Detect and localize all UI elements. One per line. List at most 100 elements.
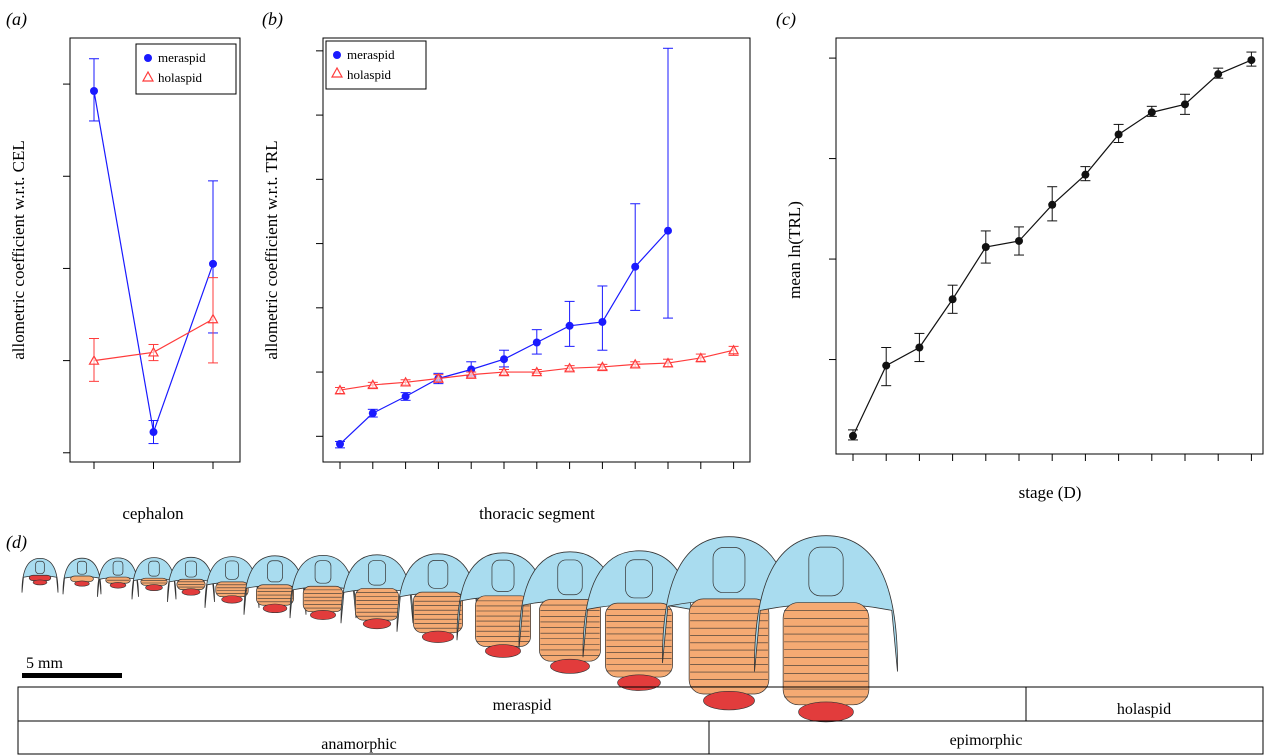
trilobite-pygidium: [421, 630, 455, 643]
panel-b-holaspid-point: [465, 368, 477, 379]
trilobite-pygidium: [221, 595, 243, 604]
trilobite-glabella: [148, 560, 160, 577]
panel-c-mean-point: [948, 295, 957, 304]
trilobite-glabella: [112, 560, 124, 576]
panel-a-holaspid-point: [207, 313, 219, 324]
panel-c-mean-point: [1114, 130, 1123, 139]
phase-row-1: [17, 686, 1264, 722]
trilobite-pygidium: [32, 579, 48, 586]
panel-c-ylabel: mean ln(TRL): [785, 201, 804, 299]
panel-c-mean-point: [1147, 108, 1156, 117]
panel-a-xlabel: cephalon: [122, 504, 184, 523]
phase-epimorphic: epimorphic: [950, 732, 1023, 749]
trilobite-stage-9: [396, 553, 480, 643]
trilobite-stage-8: [340, 554, 414, 630]
panel-c-mean-point: [1247, 56, 1256, 65]
panel-b-meraspid-point: [500, 355, 508, 364]
panel-b-legend-holaspid: holaspid: [347, 67, 392, 82]
panel-c-mean-point: [1214, 70, 1223, 79]
trilobite-stage-0: [21, 557, 59, 593]
panel-a-legend-box: [135, 43, 237, 95]
phase-holaspid: holaspid: [1117, 701, 1171, 718]
panel-a-plot-frame: [69, 37, 241, 463]
panel-b-holaspid-point: [596, 361, 608, 372]
trilobite-pygidium: [181, 588, 201, 596]
panel-b-series-meraspid-line: [339, 230, 669, 445]
panel-b-meraspid-point: [664, 226, 672, 235]
panel-b-holaspid-point: [432, 372, 444, 383]
trilobite-glabella: [267, 560, 283, 583]
panel-b-holaspid-point: [400, 376, 412, 387]
panel-b-meraspid-point: [401, 392, 410, 401]
panel-b-holaspid-point: [662, 357, 674, 368]
panel-a-label: (a): [6, 9, 27, 30]
trilobite-stage-13: [662, 536, 796, 711]
trilobite-pygidium: [703, 691, 755, 711]
panel-a-series-meraspid-line: [93, 90, 214, 435]
trilobite-stage-14: [754, 535, 898, 723]
panel-a-legend: meraspid holaspid: [135, 43, 237, 95]
trilobite-stage-10: [456, 552, 550, 658]
panel-b-series-meraspid-errorbar: [663, 47, 673, 319]
panel-b-legend: meraspid holaspid: [325, 40, 427, 90]
panel-d-illustration: (d) 5 mm: [6, 532, 898, 723]
panel-b-legend-meraspid-marker: [333, 51, 341, 59]
phase-table: meraspid holaspid anamorphic epimorphic: [17, 686, 1264, 755]
trilobite-glabella: [491, 559, 515, 592]
panel-b-label: (b): [262, 9, 283, 30]
panel-b-legend-meraspid: meraspid: [347, 47, 395, 62]
trilobite-thorax: [413, 591, 463, 634]
panel-b-meraspid-point: [631, 262, 640, 271]
panel-b-holaspid-point: [498, 366, 510, 377]
phase-row-2: [17, 720, 1264, 755]
panel-b-holaspid-point: [728, 344, 740, 355]
panel-a-ylabel: allometric coefficient w.r.t. CEL: [9, 140, 28, 360]
panel-c-mean-point: [915, 343, 924, 352]
trilobite-pygidium: [109, 582, 127, 589]
panel-b-ylabel: allometric coefficient w.r.t. TRL: [262, 140, 281, 359]
trilobite-stage-5: [204, 556, 260, 608]
panel-c-mean-point: [981, 243, 990, 252]
panel-a-meraspid-point: [209, 259, 217, 268]
panel-a-holaspid-point: [88, 354, 100, 365]
panel-c-mean-point: [1081, 170, 1090, 179]
panel-b-legend-box: [325, 40, 427, 90]
trilobite-glabella: [368, 560, 386, 586]
trilobite-stage-12: [582, 550, 696, 691]
panel-b-meraspid-point: [565, 321, 574, 330]
panel-b-meraspid-point: [368, 409, 377, 418]
panel-b-plot-frame: [322, 37, 751, 463]
panel-a-meraspid-point: [149, 428, 158, 437]
trilobite-thorax: [215, 581, 249, 598]
panel-c-mean-point: [1015, 236, 1023, 245]
panel-c-chart: (c) stage (D) mean ln(TRL): [776, 9, 1264, 502]
trilobite-pygidium: [798, 701, 854, 723]
trilobite-glabella: [557, 559, 583, 596]
panel-b-holaspid-point: [531, 366, 543, 377]
panel-c-label: (c): [776, 9, 796, 30]
panel-b-holaspid-point: [629, 358, 641, 369]
trilobite-pygidium: [145, 584, 163, 592]
panel-b-series-meraspid-errorbar: [630, 203, 641, 311]
panel-c-mean-point: [1181, 100, 1189, 109]
panel-a-meraspid-point: [90, 87, 98, 95]
trilobite-pygidium: [310, 610, 336, 620]
panel-a-legend-holaspid-marker: [141, 70, 155, 82]
trilobite-pygidium: [362, 618, 392, 630]
trilobite-glabella: [35, 560, 45, 574]
trilobite-pygidium: [617, 674, 661, 691]
panel-c-plot-frame: [835, 37, 1264, 455]
trilobite-pygidium: [550, 658, 590, 674]
trilobite-pygidium: [485, 644, 521, 658]
scale-bar-label: 5 mm: [26, 655, 63, 672]
trilobite-glabella: [712, 546, 746, 594]
trilobite-pygidium: [262, 603, 288, 613]
panel-d-label: (d): [6, 532, 27, 553]
panel-b-chart: (b) thoracic segment allometric coeffici…: [262, 9, 751, 523]
trilobite-glabella: [427, 560, 449, 589]
scale-bar: [22, 673, 122, 678]
trilobite-stage-6: [243, 555, 307, 615]
trilobite-glabella: [185, 560, 197, 578]
panel-c-mean-point: [1048, 200, 1057, 209]
